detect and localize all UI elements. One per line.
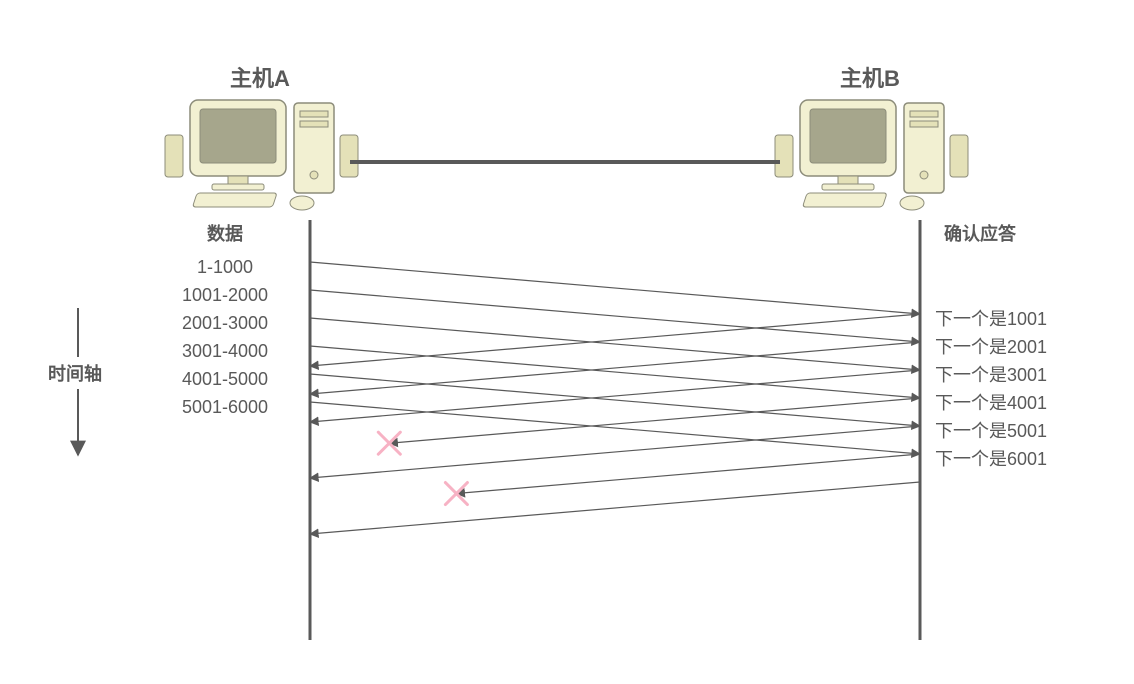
send-label-2: 2001-3000 [182,313,268,333]
ack-label-0: 下一个是1001 [935,309,1047,329]
host-b-icon [775,100,968,210]
send-label-0: 1-1000 [197,257,253,277]
send-label-4: 4001-5000 [182,369,268,389]
send-arrow-4 [310,374,920,426]
ack-label-5: 下一个是6001 [935,449,1047,469]
send-label-3: 3001-4000 [182,341,268,361]
send-arrow-1 [310,290,920,342]
time-axis-label: 时间轴 [48,363,102,384]
header-data: 数据 [207,223,243,244]
ack-arrow-3 [389,398,920,443]
host-a-title: 主机A [230,66,290,91]
ack-arrow-4 [310,426,920,478]
send-arrow-0 [310,262,920,314]
header-ack: 确认应答 [944,223,1017,244]
ack-arrow-0 [310,314,920,366]
ack-arrow-1 [310,342,920,394]
send-arrow-2 [310,318,920,370]
ack-label-3: 下一个是4001 [935,393,1047,413]
ack-label-1: 下一个是2001 [935,337,1047,357]
ack-arrow-2 [310,370,920,422]
send-arrow-3 [310,346,920,398]
send-arrow-5 [310,402,920,454]
ack-label-4: 下一个是5001 [935,421,1047,441]
host-b-title: 主机B [840,66,900,91]
lost-cross-3 [378,432,400,454]
ack-label-2: 下一个是3001 [935,365,1047,385]
lost-cross-5 [445,483,467,505]
ack-arrow-6 [310,482,920,534]
send-label-5: 5001-6000 [182,397,268,417]
send-label-1: 1001-2000 [182,285,268,305]
host-a-icon [165,100,358,210]
